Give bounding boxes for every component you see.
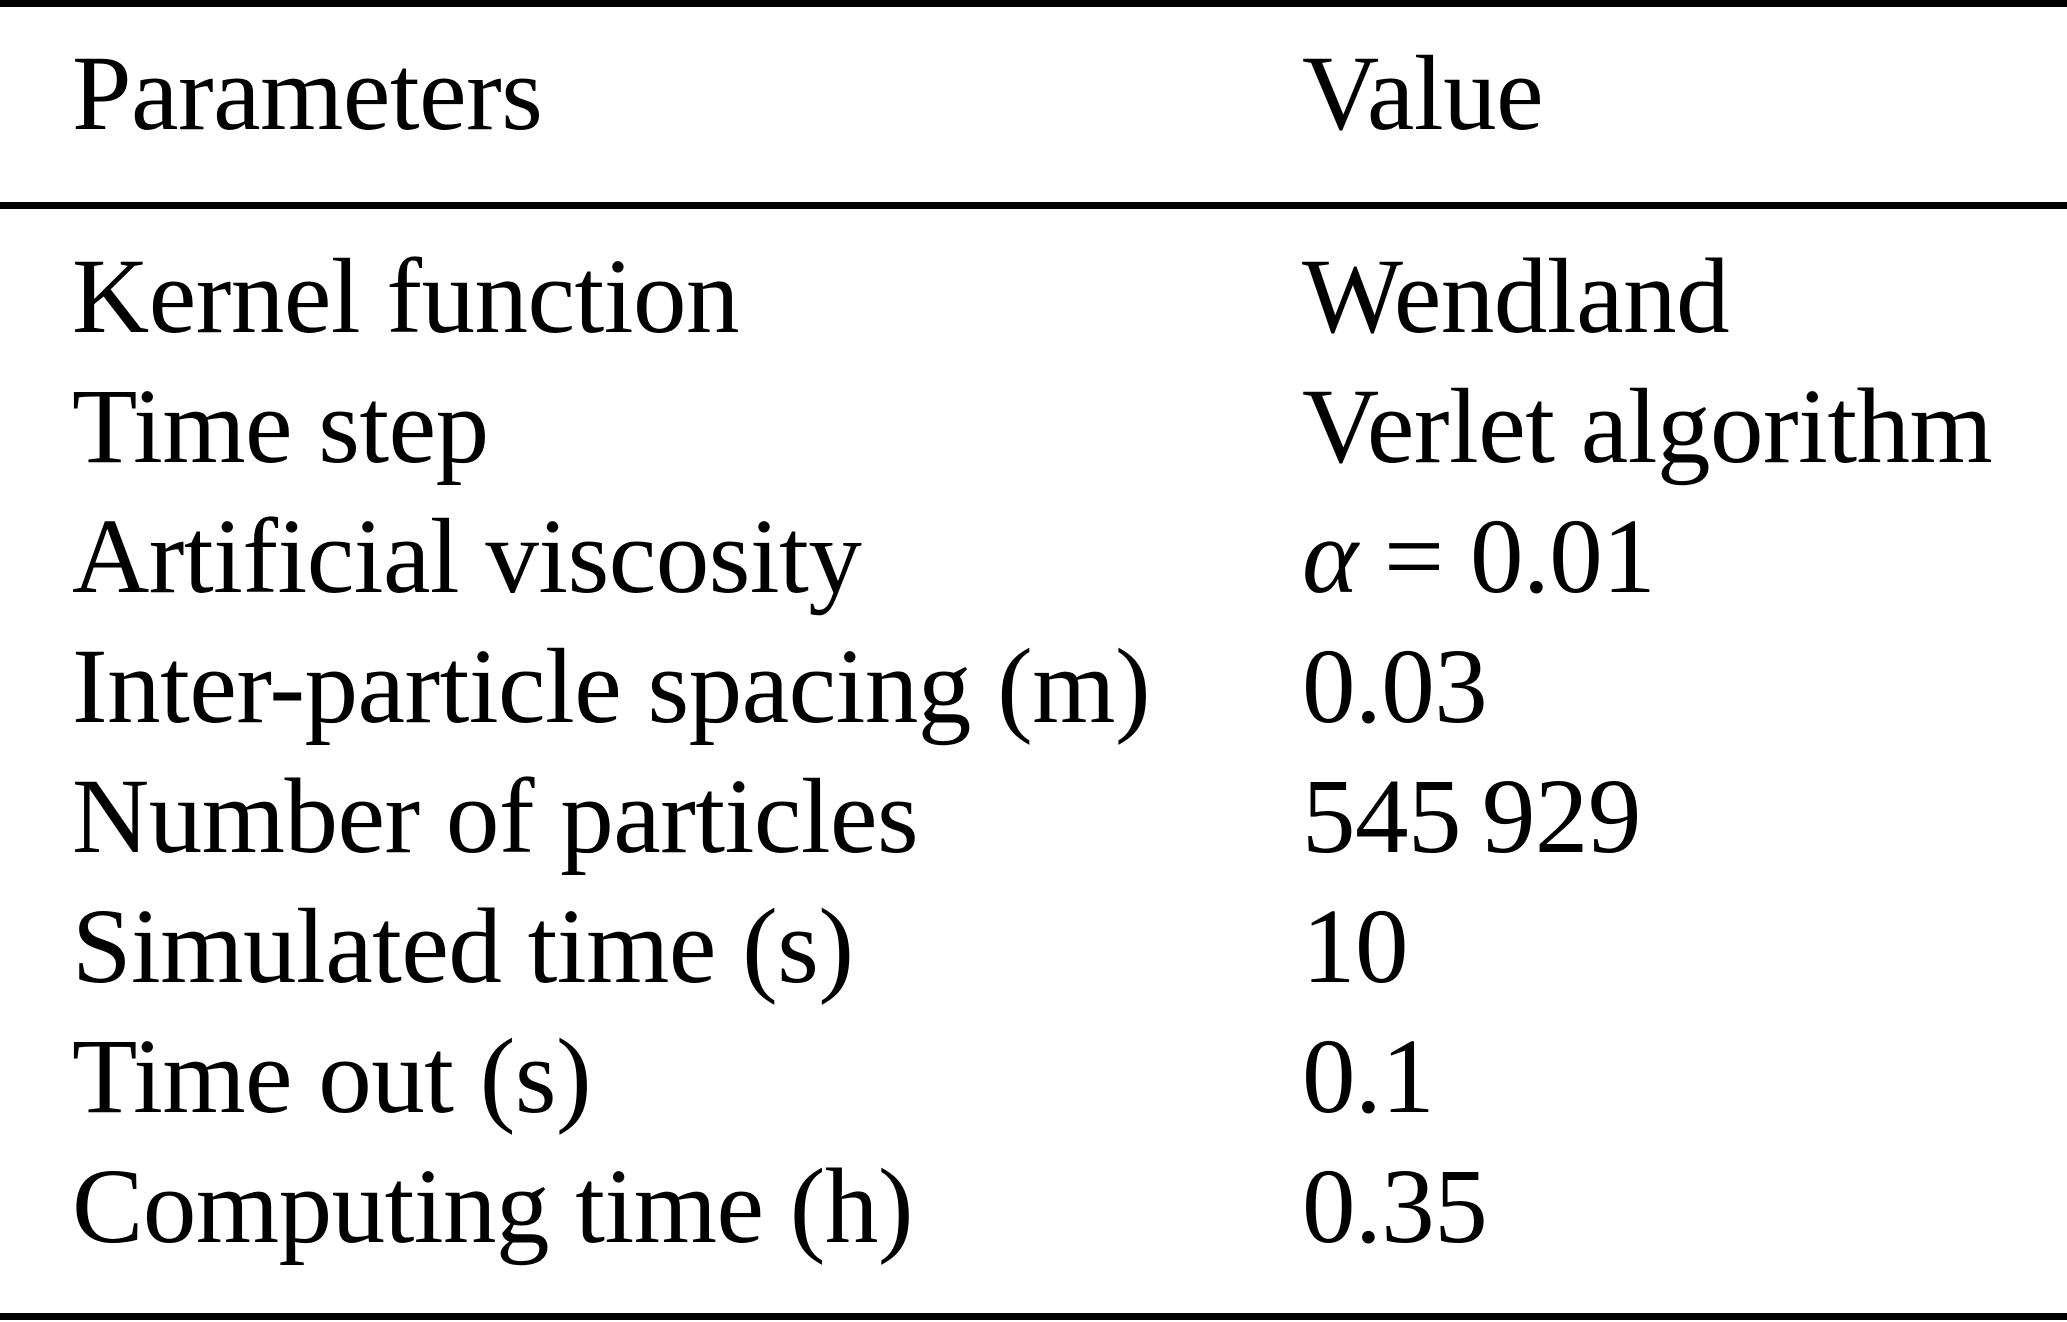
param-cell: Simulated time (s)	[72, 888, 854, 1006]
param-cell: Time out (s)	[72, 1018, 592, 1136]
param-cell: Number of particles	[72, 758, 919, 876]
table-row-time-out: Time out (s) 0.1	[0, 1012, 2067, 1142]
table-row-simulated-time: Simulated time (s) 10	[0, 882, 2067, 1012]
value-cell: 545 929	[1302, 758, 1641, 876]
table-row-artificial-viscosity: Artificial viscosity α = 0.01	[0, 492, 2067, 622]
value-cell: 0.35	[1302, 1148, 1488, 1266]
value-cell: α = 0.01	[1302, 492, 2067, 622]
param-cell: Computing time (h)	[72, 1148, 914, 1266]
value-cell: 0.1	[1302, 1018, 1435, 1136]
param-cell: Kernel function	[72, 238, 739, 356]
value-cell: 0.03	[1302, 628, 1488, 746]
param-cell: Inter-particle spacing (m)	[72, 628, 1151, 746]
table-row-time-step: Time step Verlet algorithm	[0, 362, 2067, 492]
value-cell: 10	[1302, 888, 1409, 1006]
table-row-kernel-function: Kernel function Wendland	[0, 206, 2067, 363]
alpha-symbol: α	[1302, 498, 1358, 616]
column-header-parameters: Parameters	[0, 3, 1302, 209]
param-cell: Time step	[72, 368, 489, 486]
header-row: Parameters Value	[0, 3, 2067, 209]
value-cell: Wendland	[1302, 238, 1730, 356]
column-header-value: Value	[1302, 3, 2067, 209]
param-cell: Artificial viscosity	[72, 498, 862, 616]
table-row-number-of-particles: Number of particles 545 929	[0, 752, 2067, 882]
value-cell: Verlet algorithm	[1302, 368, 1993, 486]
alpha-value: = 0.01	[1357, 498, 1656, 616]
table-row-inter-particle-spacing: Inter-particle spacing (m) 0.03	[0, 622, 2067, 752]
table-row-computing-time: Computing time (h) 0.35	[0, 1142, 2067, 1317]
